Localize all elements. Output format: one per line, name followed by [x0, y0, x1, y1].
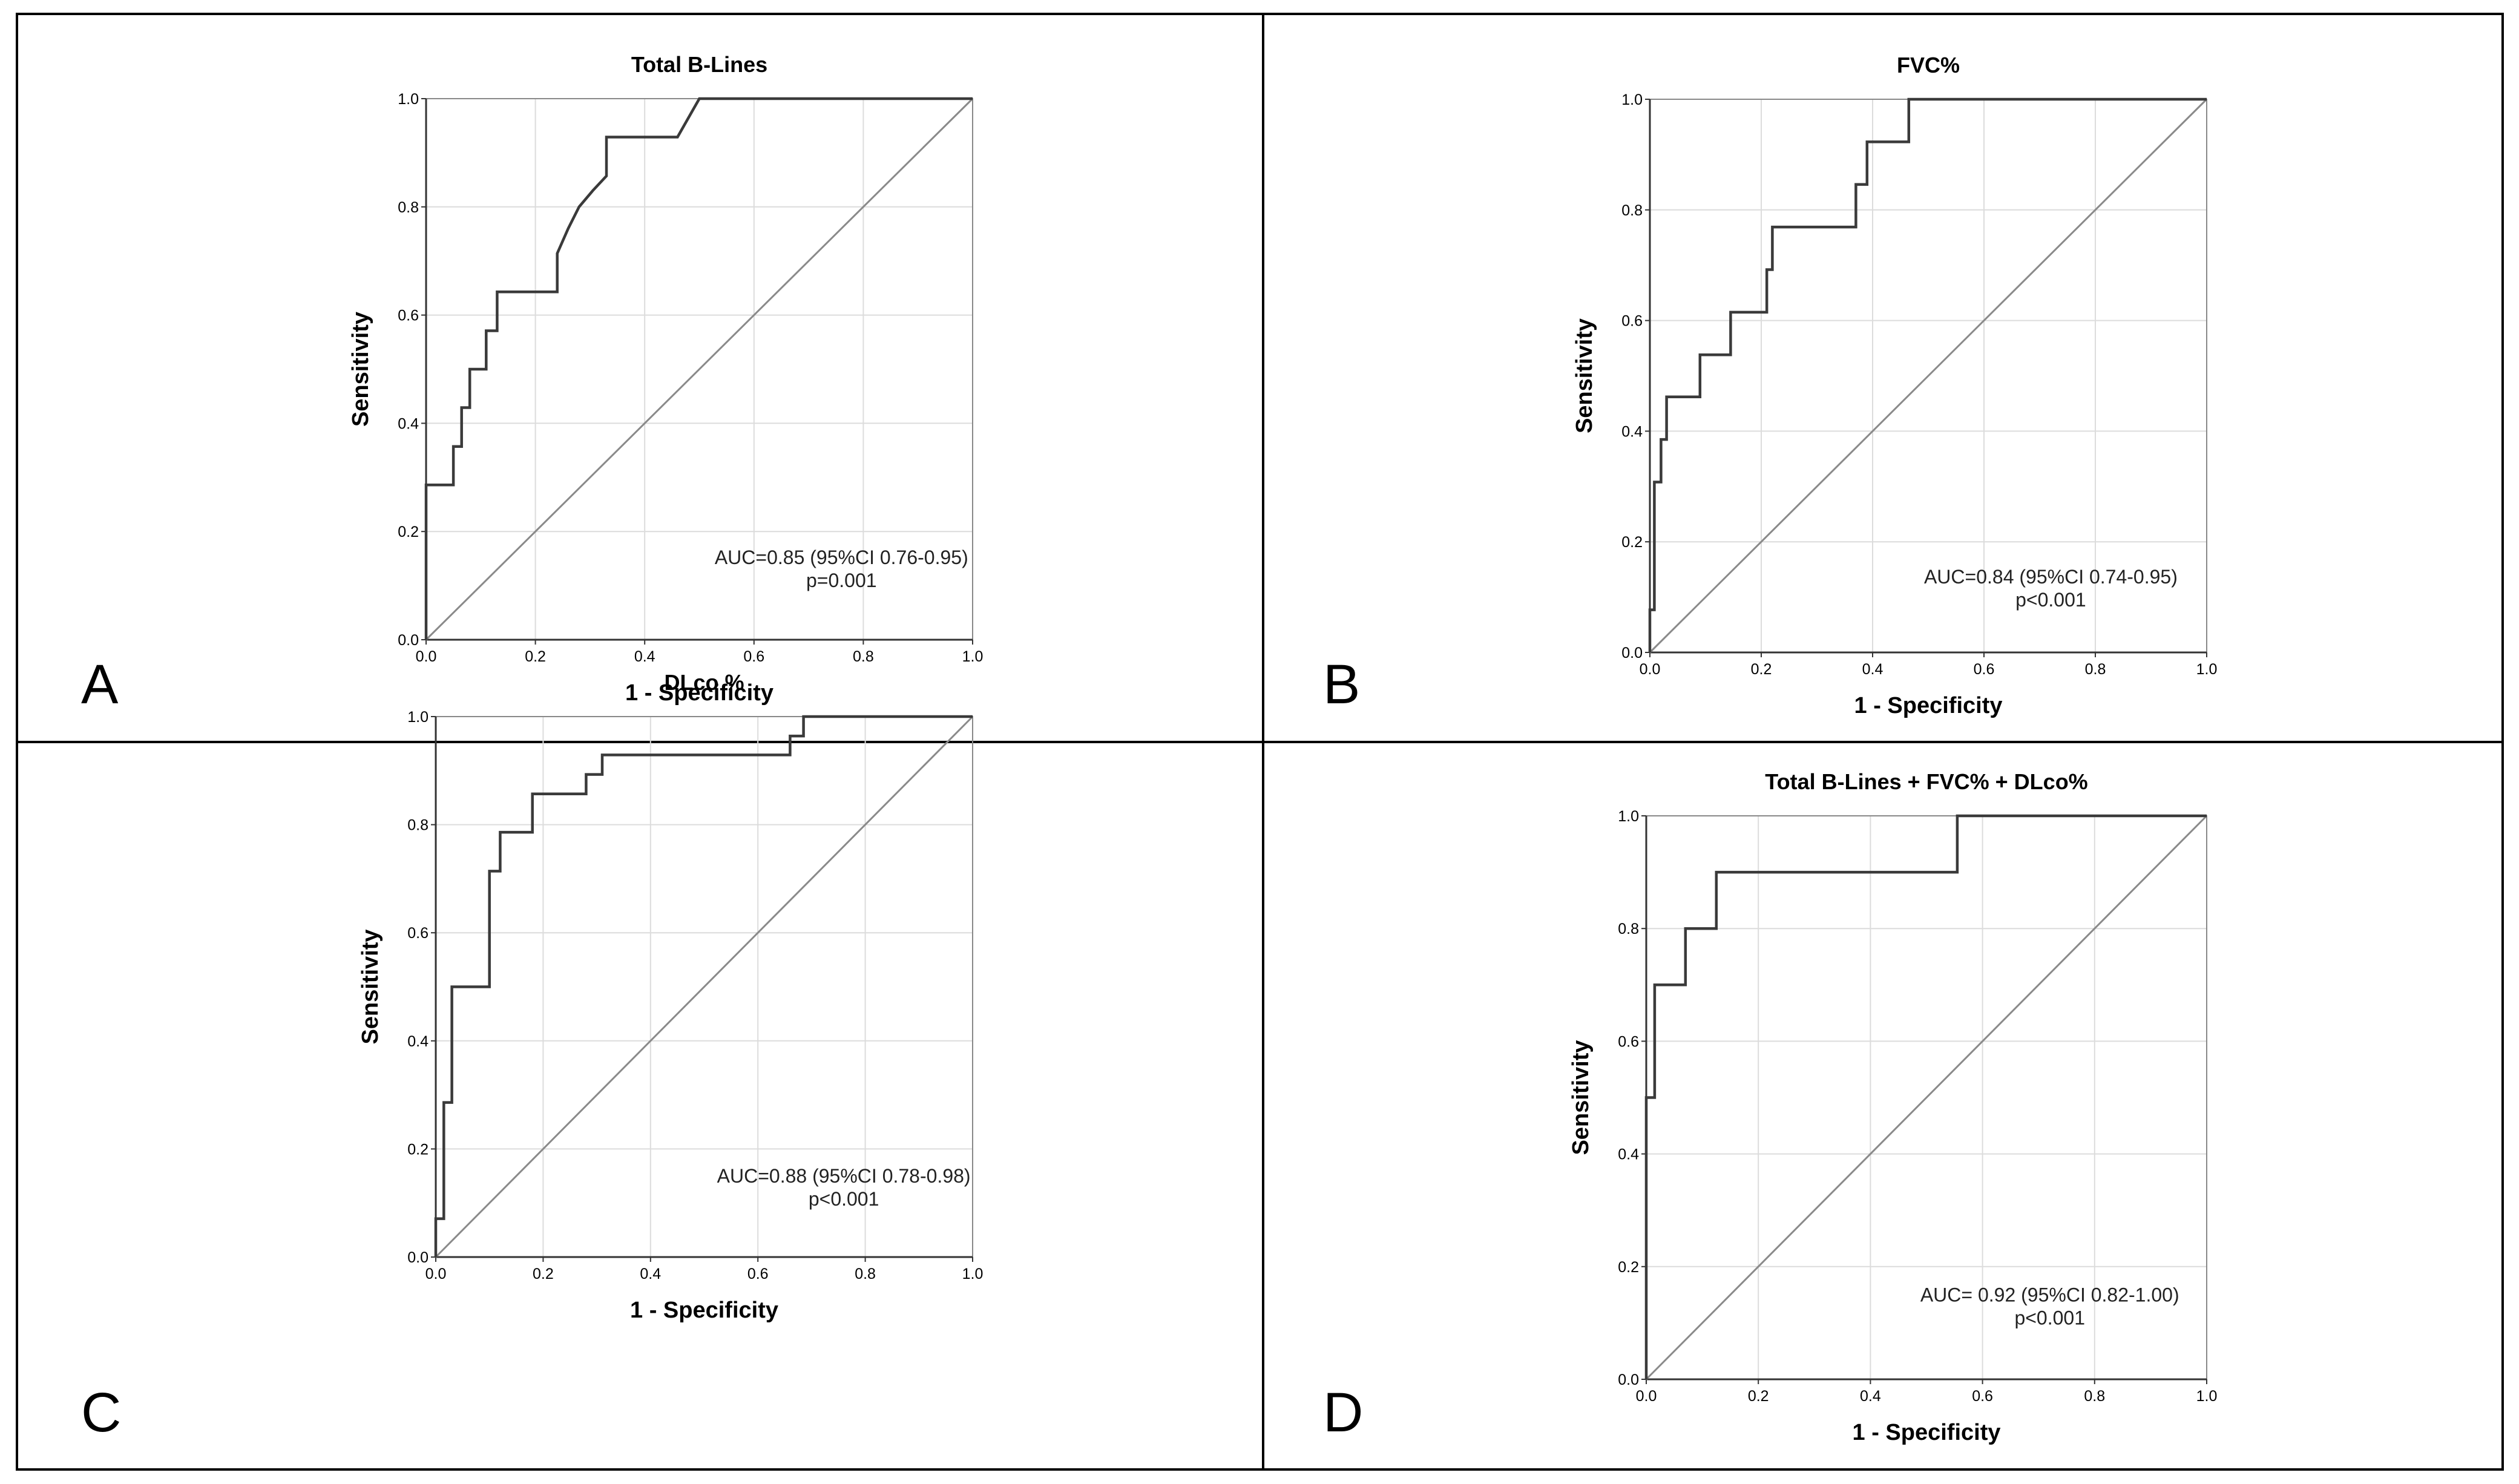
chart-title: DLco %: [664, 670, 744, 695]
roc-chart-d: 0.0 0.2 0.4 0.6 0.8 1.0 0.0 0.2 0.4 0.6 0.8 1.0 Tota…: [1568, 769, 2218, 1445]
panel-label: A: [81, 654, 119, 715]
x-tick-label: 0.8: [2084, 1388, 2105, 1405]
auc-annotation: AUC=0.88 (95%CI 0.78-0.98): [717, 1165, 971, 1187]
x-tick-label: 0.6: [1974, 661, 1995, 678]
y-tick-labels: 0.0 0.2 0.4 0.6 0.8 1.0: [398, 91, 426, 649]
auc-annotation: AUC=0.84 (95%CI 0.74-0.95): [1924, 566, 2178, 588]
x-tick-label: 0.8: [855, 1266, 876, 1282]
x-tick-label: 0.0: [1636, 1388, 1657, 1405]
panel-a: 0.0 0.2 0.4 0.6 0.8 1.0 0.0 0.2 0.4 0.6 0.8 1.0 Tota…: [16, 13, 1264, 743]
x-tick-label: 1.0: [962, 1266, 984, 1282]
x-tick-label: 0.4: [640, 1266, 661, 1282]
roc-chart-c: 0.0 0.2 0.4 0.6 0.8 1.0 0.0 0.2 0.4 0.6 0.8 1.0 DLco…: [358, 670, 984, 1323]
chart-title: Total B-Lines + FVC% + DLco%: [1765, 769, 2087, 794]
y-tick-label: 0.2: [407, 1141, 429, 1158]
roc-curve: [1648, 97, 2207, 652]
y-tick-label: 0.8: [407, 817, 429, 834]
y-tick-label: 0.0: [1618, 1371, 1639, 1388]
y-tick-label: 0.0: [407, 1249, 429, 1266]
reference-line: [425, 97, 974, 641]
y-tick-label: 0.4: [1618, 1146, 1639, 1163]
x-tick-labels: 0.0 0.2 0.4 0.6 0.8 1.0: [416, 640, 984, 665]
y-tick-label: 1.0: [398, 91, 419, 108]
x-tick-label: 0.0: [1640, 661, 1661, 678]
x-tick-label: 1.0: [2196, 1388, 2218, 1405]
x-tick-label: 1.0: [2196, 661, 2218, 678]
roc-curve: [434, 715, 973, 1257]
panel-c: 0.0 0.2 0.4 0.6 0.8 1.0 0.0 0.2 0.4 0.6 0.8 1.0 DLco…: [16, 670, 1264, 1471]
x-tick-labels: 0.0 0.2 0.4 0.6 0.8 1.0: [1636, 1379, 2218, 1405]
y-tick-label: 1.0: [1618, 808, 1639, 825]
panel-label: B: [1323, 654, 1361, 715]
y-axis-label: Sensitivity: [1568, 1040, 1594, 1155]
roc-curve: [424, 97, 973, 640]
x-tick-labels: 0.0 0.2 0.4 0.6 0.8 1.0: [1640, 652, 2218, 678]
y-axis-label: Sensitivity: [348, 312, 373, 427]
x-axis-label: 1 - Specificity: [630, 1298, 778, 1323]
y-tick-label: 0.8: [1621, 202, 1643, 219]
y-tick-label: 1.0: [1621, 91, 1643, 108]
reference-line: [435, 715, 974, 1258]
auc-annotation: AUC= 0.92 (95%CI 0.82-1.00): [1920, 1284, 2179, 1306]
x-tick-label: 0.4: [634, 648, 655, 665]
chart-title: Total B-Lines: [631, 52, 767, 77]
roc-curve: [1644, 814, 2207, 1379]
auc-annotation: p<0.001: [2014, 1307, 2085, 1329]
x-tick-label: 0.6: [747, 1266, 769, 1282]
x-axis-label: 1 - Specificity: [1853, 1420, 2001, 1445]
x-tick-label: 0.2: [533, 1266, 554, 1282]
y-tick-label: 0.6: [1618, 1033, 1639, 1050]
x-tick-label: 0.6: [743, 648, 764, 665]
y-tick-labels: 0.0 0.2 0.4 0.6 0.8 1.0: [1618, 808, 1646, 1388]
y-tick-label: 0.4: [1621, 423, 1643, 440]
x-tick-label: 0.2: [1751, 661, 1772, 678]
x-axis-label: 1 - Specificity: [625, 680, 773, 706]
y-tick-labels: 0.0 0.2 0.4 0.6 0.8 1.0: [1621, 91, 1650, 662]
x-tick-labels: 0.0 0.2 0.4 0.6 0.8 1.0: [425, 1257, 984, 1282]
y-tick-label: 0.8: [1618, 921, 1639, 937]
x-axis-label: 1 - Specificity: [1854, 693, 2003, 718]
x-tick-label: 0.2: [525, 648, 546, 665]
auc-annotation: p<0.001: [809, 1188, 879, 1210]
panel-label: D: [1323, 1382, 1364, 1443]
reference-line: [1649, 98, 2208, 654]
y-tick-label: 0.4: [398, 415, 419, 432]
chart-title: FVC%: [1897, 53, 1960, 77]
x-tick-label: 0.4: [1860, 1388, 1881, 1405]
x-tick-label: 0.0: [416, 648, 437, 665]
y-tick-label: 0.4: [407, 1033, 429, 1050]
y-tick-label: 0.8: [398, 199, 419, 216]
x-tick-label: 0.2: [1748, 1388, 1769, 1405]
panel-d: 0.0 0.2 0.4 0.6 0.8 1.0 0.0 0.2 0.4 0.6 0.8 1.0 Tota…: [1262, 741, 2504, 1471]
y-tick-label: 0.2: [398, 524, 419, 540]
roc-chart-a: 0.0 0.2 0.4 0.6 0.8 1.0 0.0 0.2 0.4 0.6 0.8 1.0 Tota…: [348, 52, 984, 706]
y-tick-label: 0.6: [407, 925, 429, 942]
x-tick-label: 0.4: [1862, 661, 1884, 678]
x-tick-label: 0.8: [2085, 661, 2106, 678]
y-tick-label: 0.6: [1621, 313, 1643, 330]
auc-annotation: p<0.001: [2015, 589, 2086, 611]
y-tick-label: 0.0: [398, 632, 419, 649]
x-tick-label: 0.0: [425, 1266, 447, 1282]
y-axis-label: Sensitivity: [1572, 318, 1597, 433]
panel-b: 0.0 0.2 0.4 0.6 0.8 1.0 0.0 0.2 0.4 0.6 0.8 1.0 FVC%…: [1262, 13, 2504, 743]
y-tick-label: 0.6: [398, 307, 419, 324]
roc-chart-b: 0.0 0.2 0.4 0.6 0.8 1.0 0.0 0.2 0.4 0.6 0.8 1.0 FVC%…: [1572, 53, 2218, 718]
auc-annotation: AUC=0.85 (95%CI 0.76-0.95): [715, 547, 968, 568]
panel-label: C: [81, 1382, 122, 1443]
y-tick-label: 0.2: [1618, 1259, 1639, 1276]
y-tick-label: 0.0: [1621, 645, 1643, 662]
x-tick-label: 0.8: [853, 648, 874, 665]
auc-annotation: p=0.001: [806, 570, 877, 591]
y-axis-label: Sensitivity: [358, 929, 383, 1044]
y-tick-label: 0.2: [1621, 534, 1643, 551]
x-tick-label: 0.6: [1972, 1388, 1993, 1405]
reference-line: [1645, 815, 2208, 1381]
y-tick-label: 1.0: [407, 709, 429, 726]
x-tick-label: 1.0: [962, 648, 984, 665]
y-tick-labels: 0.0 0.2 0.4 0.6 0.8 1.0: [407, 709, 436, 1266]
